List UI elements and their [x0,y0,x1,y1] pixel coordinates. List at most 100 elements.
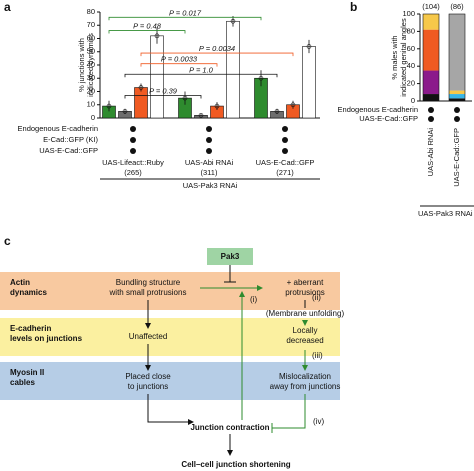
bracket [124,73,278,78]
data-point [290,102,296,108]
row-label: UAS-E-Cad::GFP [39,146,98,155]
node-label: Placed close to junctions [125,372,171,391]
y-axis-label: % males withindicated genital angles [390,18,408,97]
y-tick-label: 60 [87,33,95,42]
band [0,272,340,310]
footer-label: UAS-Pak3 RNAi [418,209,473,218]
bracket [124,95,202,99]
y-tick-label: 40 [87,60,95,69]
data-point [258,75,264,81]
row-label: UAS-E-Cad::GFP [359,114,418,123]
bar [226,20,240,119]
y-tick-label: 60 [407,44,415,53]
node-label: + aberrant protrusions [285,278,325,297]
y-tick-label: 70 [87,20,95,29]
x-tick-label: UAS-Lifeact::Ruby [102,158,164,167]
y-axis-label-line: indicated genital angles [399,18,408,97]
genotype-dot [454,107,460,113]
bracket [108,16,262,21]
arrow [147,394,194,425]
y-tick-label: 80 [407,26,415,35]
bar-outline [448,13,466,102]
y-tick-label: 0 [91,113,95,122]
data-point [214,103,220,109]
node-label: Unaffected [129,332,168,341]
data-point [274,109,280,114]
bar-segment [449,14,465,91]
data-point [306,44,312,49]
step-label: (iii) [312,351,323,360]
diagram: Pak3 Actin dynamics E-cadherin levels on j… [0,248,344,469]
arrow [272,394,306,429]
node-label: Cell–cell junction shortening [181,460,290,469]
count-label: (271) [276,168,294,177]
genotype-dot [206,148,212,154]
bar-segment [423,70,439,95]
genotype-dot [454,116,460,122]
bracket [108,30,186,34]
y-tick-label: 20 [87,86,95,95]
bracket [140,52,294,57]
y-tick-label: 10 [87,100,95,109]
bracket [140,63,218,67]
bar-segment [449,90,465,95]
y-tick-label: 0 [411,96,415,105]
bar-segment [423,14,439,30]
node-label: Mislocalization away from junctions [270,372,341,391]
genotype-dot [428,116,434,122]
y-tick-label: 20 [407,79,415,88]
count-label: (265) [124,168,142,177]
y-tick-label: 30 [87,73,95,82]
panel-label: a [4,0,11,14]
row-label: E-Cad::GFP (KI) [43,135,98,144]
row-label: Endogenous E-cadherin [338,105,418,114]
genotype-dot [130,148,136,154]
y-axis-label-line: % males with [390,35,399,79]
bar-segment [423,94,439,101]
data-point [122,109,128,114]
step-label: (i) [250,295,257,304]
genotype-dot [282,148,288,154]
y-tick-label: 50 [87,47,95,56]
count-label: (86) [450,2,464,11]
p-value: P = 0.0034 [199,44,235,53]
panel-label: b [350,0,357,14]
footer-label: UAS-Pak3 RNAi [183,181,238,190]
y-tick-label: 80 [87,7,95,16]
panel-label: c [4,234,11,248]
bar [150,35,164,119]
y-axis-label-line: indicated dynamics [86,33,95,97]
count-label: (104) [422,2,440,11]
step-label: (iv) [313,417,324,426]
x-tick-label: UAS-Abi RNAi [426,128,435,177]
p-value: P = 0.017 [169,8,202,17]
y-axis-label-line: % junctions with [77,38,86,92]
genotype-dot [206,126,212,132]
row-title: Actin dynamics [10,278,47,297]
p-value: P = 0.39 [149,86,178,95]
y-axis-label: % junctions withindicated dynamics [77,33,95,97]
node-label: Bundling structure with small protrusions [109,278,187,297]
genotype-dot [130,137,136,143]
data-point [154,33,160,39]
data-point [198,113,204,118]
row-title: Myosin II cables [10,368,44,387]
row-title: E-cadherin levels on junctions [10,324,83,343]
p-value: P = 1.0 [189,65,214,74]
x-tick-label: UAS-E-Cad::GFP [256,158,315,167]
p-value: P = 0.0033 [161,55,198,64]
data-point [182,95,188,101]
genotype-dot [282,126,288,132]
node-label: (Membrane unfolding) [266,309,345,318]
data-point [138,85,144,90]
node-label: Locally decreased [286,326,323,345]
pak3-box [207,248,253,265]
genotype-dot [130,126,136,132]
x-tick-label: UAS-E-Cad::GFP [452,128,461,187]
p-value: P = 0.48 [133,22,162,31]
bar [302,46,316,119]
y-tick-label: 40 [407,61,415,70]
band [0,318,340,356]
genotype-dot [206,137,212,143]
